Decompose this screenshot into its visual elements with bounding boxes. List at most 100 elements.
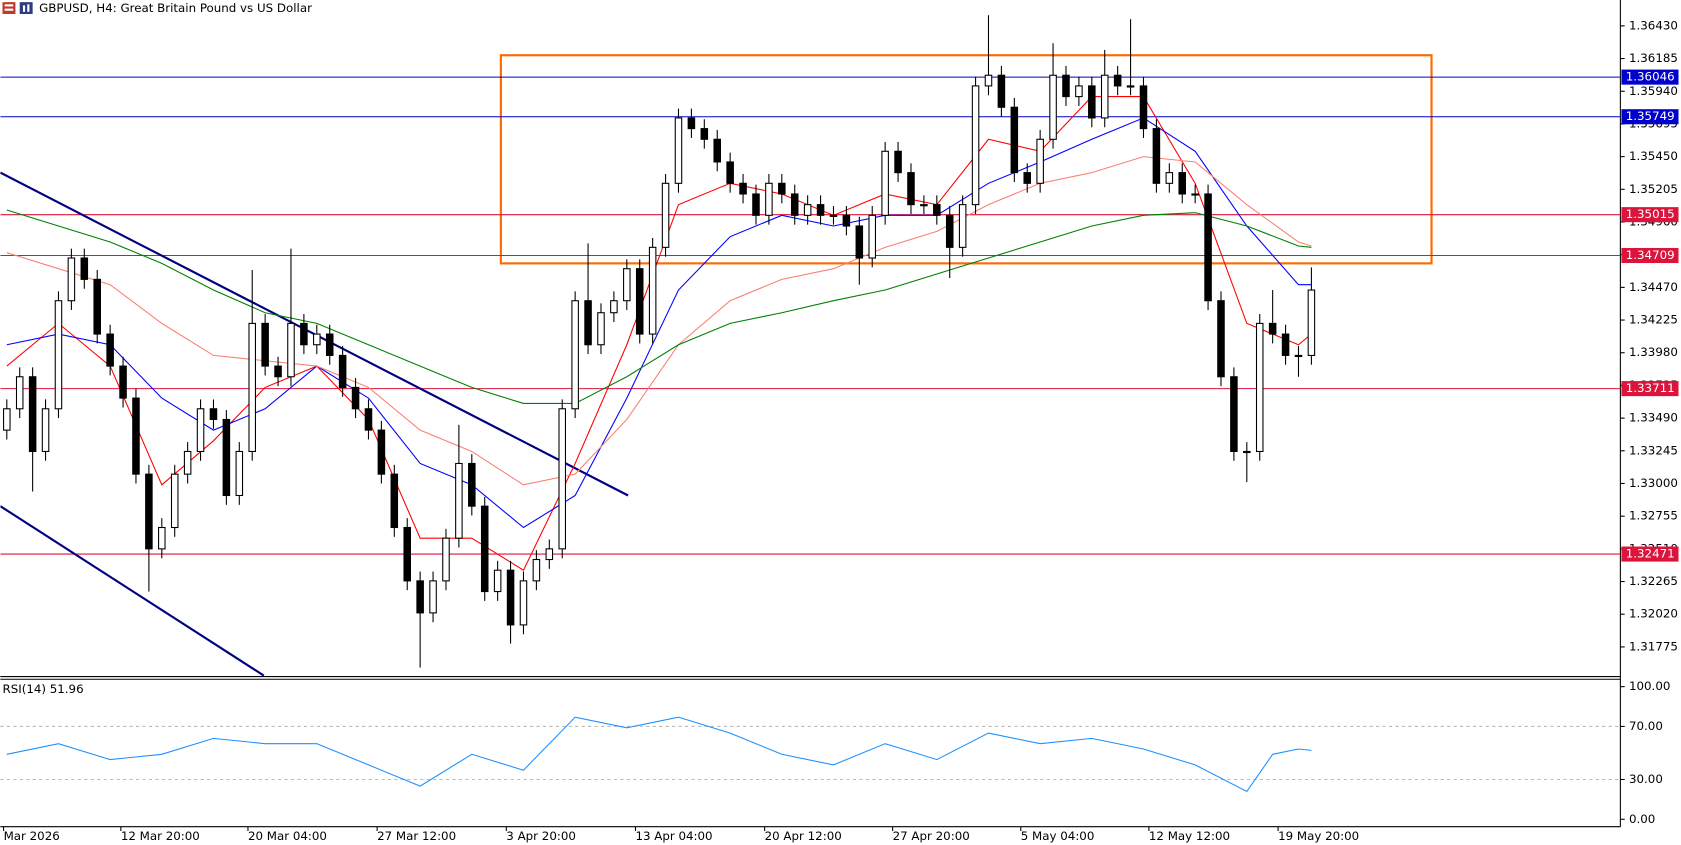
y-tick-label: 1.34470 <box>1629 280 1678 294</box>
icon <box>22 5 26 12</box>
x-tick-label: 20 Apr 12:00 <box>765 829 842 843</box>
level-label-box <box>1621 207 1679 223</box>
candle-body <box>455 462 463 539</box>
candle-body <box>790 193 799 216</box>
icon <box>4 4 14 7</box>
candle-body <box>1152 128 1161 184</box>
candle-body <box>1049 74 1057 140</box>
toolbar-icons <box>2 2 33 14</box>
candle-body <box>222 418 231 497</box>
indicator-tick-label: 70.00 <box>1629 719 1663 733</box>
candle-body <box>635 268 644 335</box>
candle-body <box>351 386 360 410</box>
candle-body <box>1268 322 1277 335</box>
candle-body <box>248 322 256 453</box>
moving-average <box>6 117 1312 529</box>
candle-body <box>545 548 554 561</box>
candle-body <box>778 182 786 195</box>
candle-body <box>558 408 566 550</box>
x-tick-label: 3 Apr 20:00 <box>506 829 576 843</box>
candle-body <box>170 473 179 529</box>
indicator-tick-label: 0.00 <box>1629 812 1655 826</box>
y-tick-label: 1.32265 <box>1629 574 1678 588</box>
level-label: 1.34709 <box>1626 248 1675 262</box>
icon <box>27 4 30 12</box>
candle-body <box>28 376 37 453</box>
candle-body <box>3 408 11 431</box>
candle-body <box>597 312 605 346</box>
chart-title: GBPUSD, H4: Great Britain Pound vs US Do… <box>39 1 312 15</box>
moving-average <box>6 209 1312 404</box>
candle-body <box>506 569 515 626</box>
x-tick-label: 12 May 12:00 <box>1149 829 1230 843</box>
candle-body <box>377 429 386 475</box>
level-label: 1.32471 <box>1626 547 1675 561</box>
candle-body <box>390 473 399 529</box>
candle-body <box>1100 74 1109 119</box>
candle-body <box>145 473 153 550</box>
candle-body <box>1191 193 1199 196</box>
candle-body <box>468 462 476 507</box>
candle-body <box>67 257 76 302</box>
candle-body <box>610 300 618 314</box>
candle-body <box>132 397 140 475</box>
level-label-box <box>1621 381 1679 397</box>
candle-body <box>235 450 244 497</box>
candle-body <box>41 408 50 453</box>
level-label: 1.35749 <box>1626 109 1675 123</box>
level-label-box <box>1621 247 1679 264</box>
x-tick-label: 27 Apr 20:00 <box>893 829 970 843</box>
candle-body <box>700 128 709 140</box>
candle-body <box>80 257 89 280</box>
candle-body <box>571 300 579 410</box>
candle-body <box>907 172 915 206</box>
icon <box>4 8 14 11</box>
candle-body <box>416 580 424 614</box>
candle-body <box>933 204 941 216</box>
candle-body <box>765 182 773 216</box>
candle-body <box>480 505 489 593</box>
candle-body <box>1230 376 1238 453</box>
y-tick-label: 1.33000 <box>1629 476 1678 490</box>
candle-body <box>364 408 373 431</box>
candle-body <box>325 333 334 356</box>
candle-body <box>158 526 166 550</box>
candle-body <box>997 74 1006 108</box>
indicator-name: RSI(14) <box>2 681 46 695</box>
candle-body <box>1036 138 1044 184</box>
candle-body <box>1075 85 1083 98</box>
x-tick-label: 13 Apr 04:00 <box>635 829 712 843</box>
candle-body <box>1307 289 1316 356</box>
price-panel <box>0 15 1621 676</box>
candle-body <box>338 354 347 388</box>
x-tick-label: 20 Mar 04:00 <box>248 829 327 843</box>
candle-body <box>1126 85 1135 88</box>
candle-body <box>261 322 269 367</box>
candle-body <box>300 322 308 346</box>
y-tick-label: 1.36430 <box>1629 18 1678 32</box>
candle-body <box>739 182 747 195</box>
candle-body <box>442 537 450 582</box>
candle-body <box>894 150 902 174</box>
indicator-line <box>6 716 1312 793</box>
level-label-box <box>1621 109 1679 125</box>
y-tick-label: 1.31775 <box>1629 639 1678 653</box>
icon <box>19 2 33 14</box>
candle-body <box>661 182 670 248</box>
x-tick-label: 12 Mar 20:00 <box>121 829 200 843</box>
level-label: 1.33711 <box>1626 381 1675 395</box>
candle-body <box>93 278 101 335</box>
candle-body <box>15 376 24 410</box>
candle-body <box>1165 172 1174 184</box>
candle-body <box>674 117 683 184</box>
candle-body <box>984 74 993 87</box>
candle-body <box>54 300 63 410</box>
candle-body <box>881 150 889 216</box>
candle-body <box>1204 193 1212 302</box>
candle-body <box>623 268 631 302</box>
candle-body <box>1023 172 1032 184</box>
x-tick-label: 19 May 20:00 <box>1278 829 1359 843</box>
candle-body <box>920 204 928 207</box>
candle-body <box>183 450 192 475</box>
